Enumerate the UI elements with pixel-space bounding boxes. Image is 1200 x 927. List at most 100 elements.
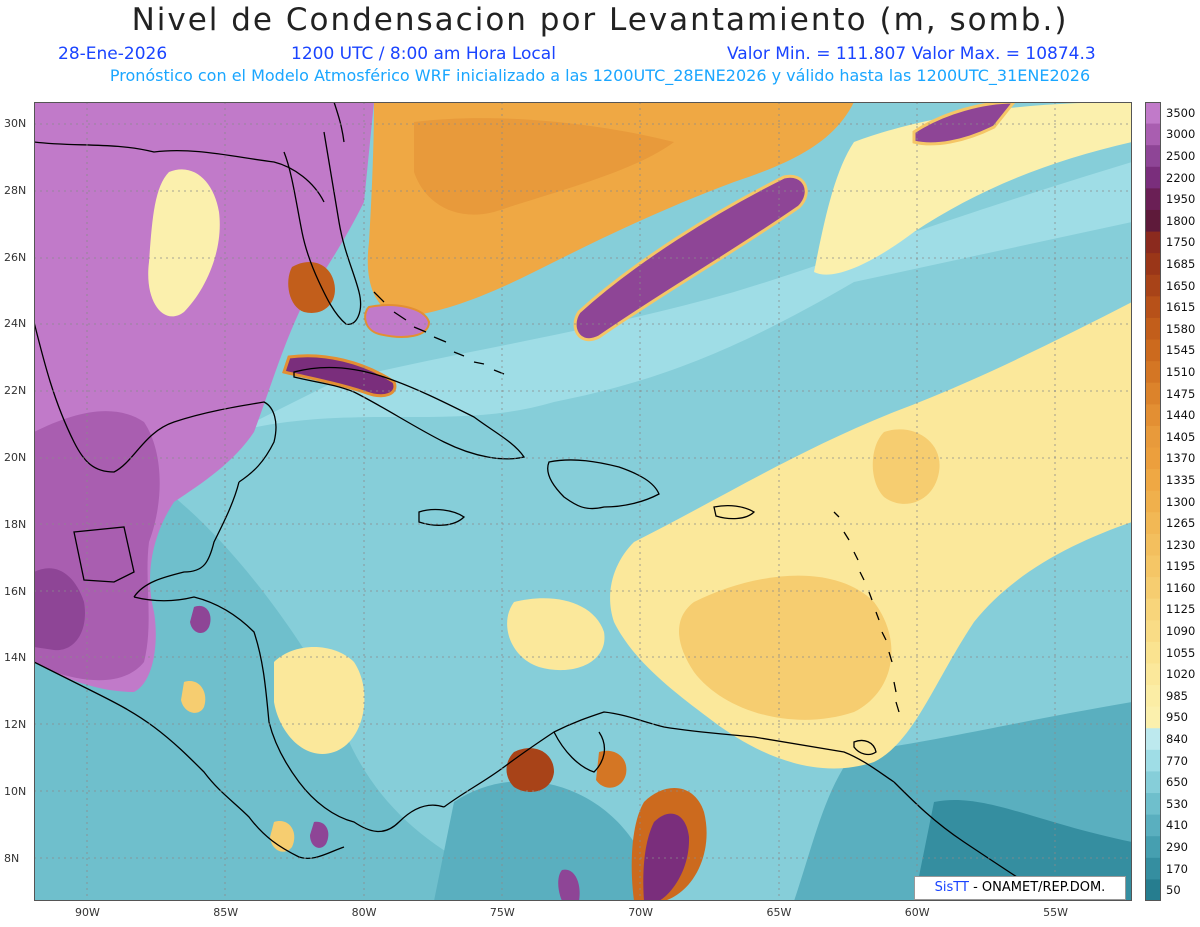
colorbar-swatch-1580 xyxy=(1145,317,1161,341)
colorbar-swatch-1650 xyxy=(1145,274,1161,297)
field-orange-core xyxy=(414,118,674,215)
colorbar-label-1160: 1160 xyxy=(1166,580,1196,595)
colorbar-swatch-1405 xyxy=(1145,425,1161,449)
colorbar-label-2500: 2500 xyxy=(1166,148,1196,163)
colorbar-swatch-1230 xyxy=(1145,533,1161,556)
colorbar-label-1055: 1055 xyxy=(1166,645,1196,660)
colorbar-swatch-1750 xyxy=(1145,231,1161,254)
lat-label-24n: 24N xyxy=(4,317,27,331)
field-teal-south xyxy=(434,781,654,901)
lat-label-30n: 30N xyxy=(4,117,27,130)
field-yellow-north xyxy=(814,102,1132,275)
lon-label-65w: 65W xyxy=(766,906,792,919)
colorbar-label-1650: 1650 xyxy=(1166,278,1196,293)
colorbar-swatch-1950 xyxy=(1145,188,1161,211)
field-orange-atlantic xyxy=(679,575,892,720)
colorbar-label-985: 985 xyxy=(1166,688,1188,703)
colorbar-swatch-1195 xyxy=(1145,555,1161,578)
lat-label-8n: 8N xyxy=(4,851,20,865)
field-purple-honduras xyxy=(190,605,211,634)
colorbar-swatch-2200 xyxy=(1145,166,1161,189)
colorbar-label-1950: 1950 xyxy=(1166,192,1196,207)
field-purple-colombia-south xyxy=(558,869,580,901)
lat-label-16n: 16N xyxy=(4,584,27,598)
credit-brand: SisTT xyxy=(934,880,969,895)
colorbar-label-950: 950 xyxy=(1166,710,1188,725)
field-yellow-louisiana xyxy=(148,169,220,317)
colorbar-swatch-1160 xyxy=(1145,577,1161,600)
graticule xyxy=(34,102,1132,901)
colorbar-label-1475: 1475 xyxy=(1166,386,1196,401)
field-purple-streak-2 xyxy=(912,102,1016,146)
colorbar-swatch-1265 xyxy=(1145,512,1161,535)
field-yellow-caribbean xyxy=(274,647,365,754)
field-purple-streak xyxy=(573,174,808,341)
colorbar-swatch-1300 xyxy=(1145,490,1161,513)
field-orange-colombia xyxy=(506,748,554,792)
field-cyan-band xyxy=(234,162,1132,432)
colorbar-label-50: 50 xyxy=(1166,883,1181,898)
colorbar-label-170: 170 xyxy=(1166,861,1188,876)
colorbar-label-770: 770 xyxy=(1166,753,1188,768)
field-yellow-nicaragua xyxy=(181,681,206,713)
colorbar-swatch-50 xyxy=(1145,879,1161,901)
colorbar-swatch-1475 xyxy=(1145,382,1161,405)
field-purple-south-america xyxy=(643,813,690,901)
field-purple-panama xyxy=(310,821,329,848)
lat-label-28n: 28N xyxy=(4,183,27,197)
lon-label-60w: 60W xyxy=(904,906,930,919)
colorbar-swatch-1685 xyxy=(1145,253,1161,276)
colorbar-label-1125: 1125 xyxy=(1166,602,1196,617)
colorbar-label-650: 650 xyxy=(1166,775,1188,790)
colorbar-label-410: 410 xyxy=(1166,818,1188,833)
colorbar-label-530: 530 xyxy=(1166,796,1188,811)
colorbar-swatch-1020 xyxy=(1145,663,1161,686)
lat-label-14n: 14N xyxy=(4,651,27,665)
colorbar-label-1195: 1195 xyxy=(1166,559,1196,574)
colorbar-swatch-1370 xyxy=(1145,447,1161,470)
field-yellow-central xyxy=(507,598,605,671)
colorbar-swatch-1800 xyxy=(1145,209,1161,233)
colorbar-label-1335: 1335 xyxy=(1166,472,1196,487)
field-purple-dark xyxy=(34,568,85,651)
field-orange-patch xyxy=(872,429,940,504)
colorbar-label-1300: 1300 xyxy=(1166,494,1196,509)
lon-label-70w: 70W xyxy=(628,906,654,919)
field-dark-teal xyxy=(914,800,1132,901)
field-florida-orange xyxy=(288,262,335,313)
colorbar-swatch-1125 xyxy=(1145,598,1161,621)
colorbar-swatch-1510 xyxy=(1145,361,1161,384)
colorbar-label-1370: 1370 xyxy=(1166,451,1196,466)
lon-label-85w: 85W xyxy=(213,906,239,919)
colorbar-swatch-1545 xyxy=(1145,339,1161,362)
colorbar-swatch-1090 xyxy=(1145,620,1161,643)
colorbar-label-1440: 1440 xyxy=(1166,408,1196,423)
colorbar-label-3500: 3500 xyxy=(1166,105,1196,120)
colorbar-label-1090: 1090 xyxy=(1166,624,1196,639)
colorbar-label-3000: 3000 xyxy=(1166,127,1196,142)
colorbar-swatch-950 xyxy=(1145,706,1161,729)
colorbar-swatch-3000 xyxy=(1145,123,1161,146)
lon-label-90w: 90W xyxy=(75,906,100,919)
colorbar-swatch-410 xyxy=(1145,814,1161,837)
colorbar-label-1685: 1685 xyxy=(1166,256,1196,271)
colorbar-swatch-650 xyxy=(1145,771,1161,794)
colorbar-label-1230: 1230 xyxy=(1166,537,1196,552)
credit-text: - ONAMET/REP.DOM. xyxy=(968,880,1106,895)
min-max-values: Valor Min. = 111.807 Valor Max. = 10874.… xyxy=(727,44,1096,64)
colorbar-label-290: 290 xyxy=(1166,840,1188,854)
colorbar-label-1800: 1800 xyxy=(1166,213,1196,228)
field-purple-cuba xyxy=(282,354,397,398)
colorbar-label-2200: 2200 xyxy=(1166,170,1196,185)
lat-label-12n: 12N xyxy=(4,718,27,732)
credit-box: SisTT - ONAMET/REP.DOM. xyxy=(914,876,1126,900)
colorbar-swatch-2500 xyxy=(1145,145,1161,168)
colorbar-label-1615: 1615 xyxy=(1166,300,1196,315)
colorbar-swatch-770 xyxy=(1145,749,1161,772)
map-frame xyxy=(34,102,1132,901)
forecast-time: 1200 UTC / 8:00 am Hora Local xyxy=(291,44,556,64)
map-title: Nivel de Condensacion por Levantamiento … xyxy=(131,2,1069,38)
colorbar-label-1750: 1750 xyxy=(1166,235,1196,250)
colorbar-label-1405: 1405 xyxy=(1166,429,1196,444)
field-orange-venezuela xyxy=(596,750,627,788)
